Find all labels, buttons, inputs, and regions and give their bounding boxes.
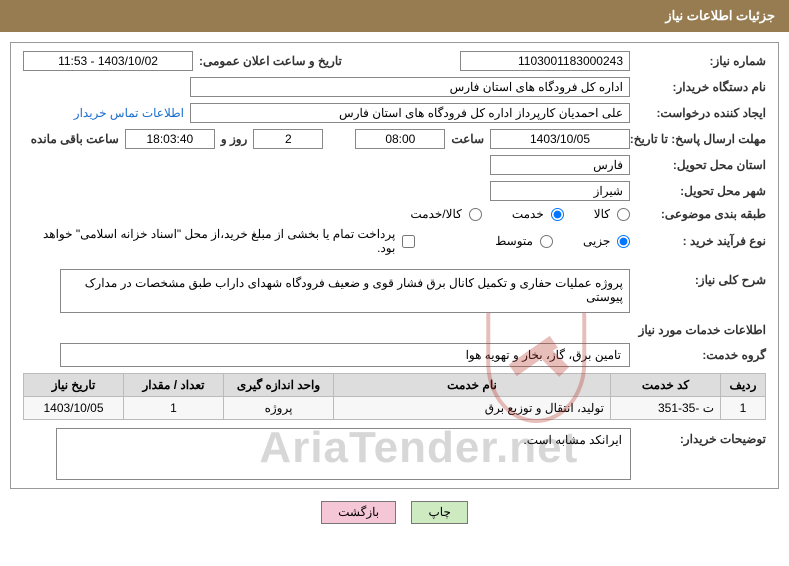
header-title: جزئیات اطلاعات نیاز bbox=[665, 8, 775, 23]
cat-goods-service-option[interactable]: کالا/خدمت bbox=[410, 207, 481, 221]
th-unit: واحد اندازه گیری bbox=[224, 374, 334, 397]
buyer-org-label: نام دستگاه خریدار: bbox=[636, 80, 766, 94]
proc-medium-option[interactable]: متوسط bbox=[495, 234, 553, 248]
row-buyer-org: نام دستگاه خریدار: اداره کل فرودگاه های … bbox=[23, 77, 766, 97]
cat-goods-option[interactable]: کالا bbox=[594, 207, 630, 221]
service-group-box: تامین برق، گاز، بخار و تهویه هوا bbox=[60, 343, 630, 367]
proc-medium-radio[interactable] bbox=[540, 235, 553, 248]
deadline-label: مهلت ارسال پاسخ: تا تاریخ: bbox=[636, 132, 766, 146]
row-requester: ایجاد کننده درخواست: علی احمدیان کارپردا… bbox=[23, 103, 766, 123]
main-panel: AriaTender.net شماره نیاز: 1103001183000… bbox=[10, 42, 779, 489]
row-process: نوع فرآیند خرید : جزیی متوسط پرداخت تمام… bbox=[23, 227, 766, 255]
cat-service-radio[interactable] bbox=[551, 208, 564, 221]
services-table: ردیف کد خدمت نام خدمت واحد اندازه گیری ت… bbox=[23, 373, 766, 420]
treasury-label: پرداخت تمام یا بخشی از مبلغ خرید،از محل … bbox=[23, 227, 395, 255]
service-info-title: اطلاعات خدمات مورد نیاز bbox=[23, 323, 766, 337]
buyer-notes-label: توضیحات خریدار: bbox=[641, 428, 766, 446]
th-row: ردیف bbox=[721, 374, 766, 397]
days-and-label: روز و bbox=[221, 132, 248, 146]
th-qty: تعداد / مقدار bbox=[124, 374, 224, 397]
deadline-time-field: 08:00 bbox=[355, 129, 445, 149]
cat-goods-service-radio[interactable] bbox=[469, 208, 482, 221]
process-label: نوع فرآیند خرید : bbox=[636, 234, 766, 248]
proc-small-radio[interactable] bbox=[617, 235, 630, 248]
need-number-field: 1103001183000243 bbox=[460, 51, 630, 71]
table-header-row: ردیف کد خدمت نام خدمت واحد اندازه گیری ت… bbox=[24, 374, 766, 397]
cell-date: 1403/10/05 bbox=[24, 397, 124, 420]
requester-label: ایجاد کننده درخواست: bbox=[636, 106, 766, 120]
buyer-org-field: اداره کل فرودگاه های استان فارس bbox=[190, 77, 630, 97]
category-label: طبقه بندی موضوعی: bbox=[636, 207, 766, 221]
cat-service-label: خدمت bbox=[512, 207, 544, 221]
print-button[interactable]: چاپ bbox=[411, 501, 467, 524]
button-row: چاپ بازگشت bbox=[0, 501, 789, 524]
table-row: 1 ت -35-351 تولید، انتقال و توزیع برق پر… bbox=[24, 397, 766, 420]
proc-small-label: جزیی bbox=[583, 234, 610, 248]
row-city: شهر محل تحویل: شیراز bbox=[23, 181, 766, 201]
cell-code: ت -35-351 bbox=[611, 397, 721, 420]
row-category: طبقه بندی موضوعی: کالا خدمت کالا/خدمت bbox=[23, 207, 766, 221]
cell-unit: پروژه bbox=[224, 397, 334, 420]
city-field: شیراز bbox=[490, 181, 630, 201]
announce-label: تاریخ و ساعت اعلان عمومی: bbox=[199, 54, 342, 68]
time-label: ساعت bbox=[451, 132, 484, 146]
contact-link[interactable]: اطلاعات تماس خریدار bbox=[74, 106, 184, 120]
proc-small-option[interactable]: جزیی bbox=[583, 234, 630, 248]
row-service-group: گروه خدمت: تامین برق، گاز، بخار و تهویه … bbox=[23, 343, 766, 367]
requester-field: علی احمدیان کارپرداز اداره کل فرودگاه ها… bbox=[190, 103, 630, 123]
city-label: شهر محل تحویل: bbox=[636, 184, 766, 198]
row-need-desc: شرح کلی نیاز: پروژه عملیات حفاری و تکمیل… bbox=[23, 269, 766, 313]
proc-medium-label: متوسط bbox=[495, 234, 533, 248]
cat-goods-label: کالا bbox=[594, 207, 610, 221]
province-field: فارس bbox=[490, 155, 630, 175]
need-number-label: شماره نیاز: bbox=[636, 54, 766, 68]
province-label: استان محل تحویل: bbox=[636, 158, 766, 172]
row-province: استان محل تحویل: فارس bbox=[23, 155, 766, 175]
row-deadline: مهلت ارسال پاسخ: تا تاریخ: 1403/10/05 سا… bbox=[23, 129, 766, 149]
row-buyer-notes: توضیحات خریدار: ایرانکد مشابه است. bbox=[23, 428, 766, 480]
need-desc-label: شرح کلی نیاز: bbox=[636, 269, 766, 287]
treasury-checkbox[interactable] bbox=[402, 235, 415, 248]
back-button[interactable]: بازگشت bbox=[321, 501, 396, 524]
th-name: نام خدمت bbox=[334, 374, 611, 397]
need-desc-box: پروژه عملیات حفاری و تکمیل کانال برق فشا… bbox=[60, 269, 630, 313]
cell-name: تولید، انتقال و توزیع برق bbox=[334, 397, 611, 420]
th-code: کد خدمت bbox=[611, 374, 721, 397]
th-date: تاریخ نیاز bbox=[24, 374, 124, 397]
announce-field: 1403/10/02 - 11:53 bbox=[23, 51, 193, 71]
cat-goods-radio[interactable] bbox=[617, 208, 630, 221]
cell-qty: 1 bbox=[124, 397, 224, 420]
remaining-label: ساعت باقی مانده bbox=[31, 132, 119, 146]
cat-goods-service-label: کالا/خدمت bbox=[410, 207, 461, 221]
deadline-date-field: 1403/10/05 bbox=[490, 129, 630, 149]
buyer-notes-box: ایرانکد مشابه است. bbox=[56, 428, 631, 480]
cell-row: 1 bbox=[721, 397, 766, 420]
treasury-option[interactable]: پرداخت تمام یا بخشی از مبلغ خرید،از محل … bbox=[23, 227, 415, 255]
time-remaining-field: 18:03:40 bbox=[125, 129, 215, 149]
days-remaining-field: 2 bbox=[253, 129, 323, 149]
cat-service-option[interactable]: خدمت bbox=[512, 207, 564, 221]
service-group-label: گروه خدمت: bbox=[636, 348, 766, 362]
row-need-number: شماره نیاز: 1103001183000243 تاریخ و ساع… bbox=[23, 51, 766, 71]
page-header: جزئیات اطلاعات نیاز bbox=[0, 0, 789, 32]
